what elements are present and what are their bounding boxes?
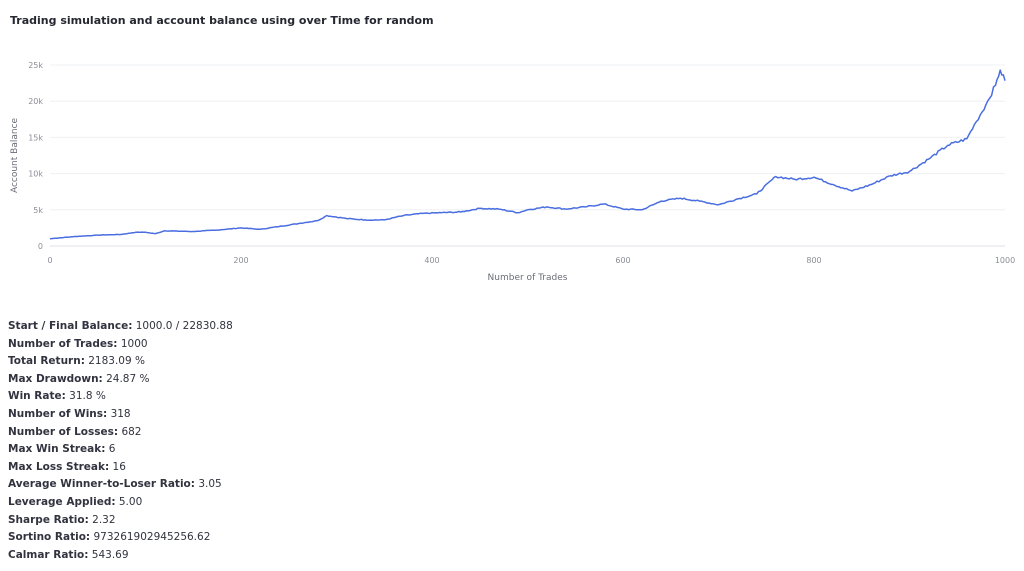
stat-max-drawdown: Max Drawdown: 24.87 %: [8, 372, 150, 385]
x-tick-label: 800: [806, 256, 821, 265]
y-tick-label: 5k: [33, 206, 43, 215]
x-axis-label: Number of Trades: [488, 273, 568, 283]
y-tick-label: 20k: [28, 97, 43, 106]
stat-sortino-ratio: Sortino Ratio: 973261902945256.62: [8, 531, 211, 544]
stat-calmar-ratio: Calmar Ratio: 543.69: [8, 548, 129, 561]
stats-list: Start / Final Balance: 1000.0 / 22830.88…: [8, 318, 233, 564]
y-tick-label: 25k: [28, 61, 43, 70]
stat-leverage-applied: Leverage Applied: 5.00: [8, 495, 143, 508]
stat-number-of-wins: Number of Wins: 318: [8, 407, 131, 420]
stat-max-win-streak: Max Win Streak: 6: [8, 443, 116, 456]
x-tick-label: 200: [233, 256, 248, 265]
stat-total-return: Total Return: 2183.09 %: [8, 355, 145, 368]
stat-max-loss-streak: Max Loss Streak: 16: [8, 460, 126, 473]
x-tick-label: 400: [424, 256, 439, 265]
y-tick-label: 15k: [28, 133, 43, 142]
stat-number-of-trades: Number of Trades: 1000: [8, 337, 148, 350]
stat-start-final-balance: Start / Final Balance: 1000.0 / 22830.88: [8, 320, 233, 332]
x-tick-label: 0: [47, 256, 52, 265]
y-tick-label: 10k: [28, 170, 43, 179]
y-axis-label: Account Balance: [10, 117, 20, 193]
x-tick-label: 600: [615, 256, 630, 265]
stat-number-of-losses: Number of Losses: 682: [8, 425, 142, 438]
stat-win-rate: Win Rate: 31.8 %: [8, 390, 106, 403]
balance-chart[interactable]: 0 5k 10k 15k 20k 25k 0 200 400 600 800 1000 Number o…: [0, 0, 1024, 300]
x-tick-label: 1000: [995, 256, 1015, 265]
stat-sharpe-ratio: Sharpe Ratio: 2.32: [8, 513, 116, 526]
balance-line: [49, 69, 1006, 240]
y-tick-label: 0: [38, 242, 43, 251]
stat-avg-winner-loser-ratio: Average Winner-to-Loser Ratio: 3.05: [8, 478, 222, 491]
chart-title: Trading simulation and account balance u…: [10, 14, 434, 27]
